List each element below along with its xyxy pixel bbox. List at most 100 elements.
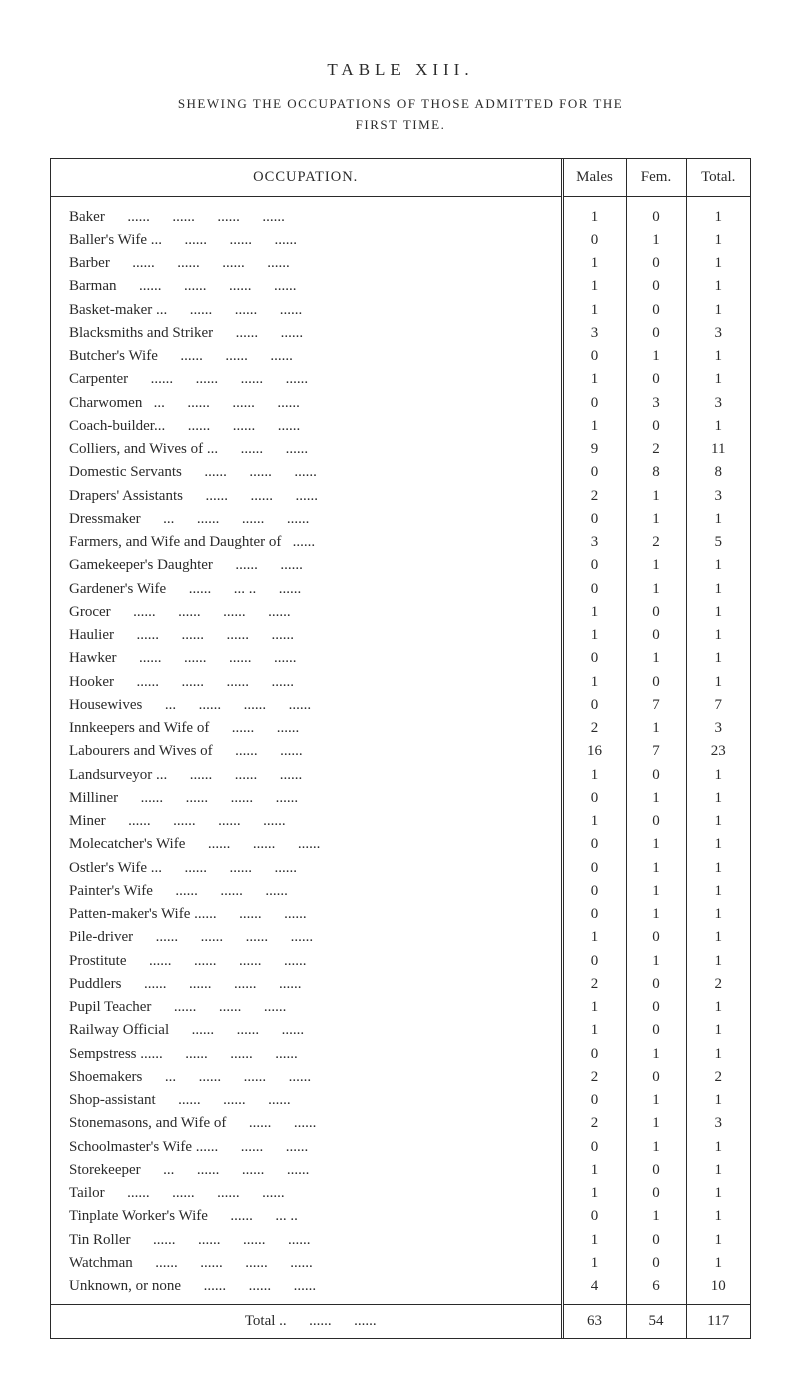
cell-occupation: Watchman ...... ...... ...... ...... — [51, 1251, 562, 1274]
cell-total: 1 — [686, 1251, 750, 1274]
table-row: Baker ...... ...... ...... ......101 — [51, 196, 750, 228]
footer-total: 117 — [686, 1305, 750, 1339]
table-row: Dressmaker ... ...... ...... ......011 — [51, 507, 750, 530]
cell-fem: 0 — [626, 670, 686, 693]
cell-males: 1 — [562, 624, 626, 647]
cell-occupation: Baker ...... ...... ...... ...... — [51, 196, 562, 228]
table-row: Milliner ...... ...... ...... ......011 — [51, 786, 750, 809]
cell-fem: 0 — [626, 298, 686, 321]
cell-total: 1 — [686, 949, 750, 972]
occupations-table: OCCUPATION. Males Fem. Total. Baker ....… — [51, 159, 750, 1339]
cell-total: 1 — [686, 624, 750, 647]
cell-occupation: Baller's Wife ... ...... ...... ...... — [51, 228, 562, 251]
table-row: Basket-maker ... ...... ...... ......101 — [51, 298, 750, 321]
table-row: Schoolmaster's Wife ...... ...... ......… — [51, 1135, 750, 1158]
table-row: Barber ...... ...... ...... ......101 — [51, 252, 750, 275]
cell-males: 1 — [562, 1182, 626, 1205]
table-row: Farmers, and Wife and Daughter of ......… — [51, 531, 750, 554]
cell-occupation: Tailor ...... ...... ...... ...... — [51, 1182, 562, 1205]
table-row: Patten-maker's Wife ...... ...... ......… — [51, 903, 750, 926]
table-row: Colliers, and Wives of ... ...... ......… — [51, 438, 750, 461]
cell-total: 1 — [686, 345, 750, 368]
cell-males: 0 — [562, 391, 626, 414]
cell-total: 1 — [686, 810, 750, 833]
cell-occupation: Farmers, and Wife and Daughter of ...... — [51, 531, 562, 554]
cell-total: 1 — [686, 1228, 750, 1251]
cell-fem: 1 — [626, 1112, 686, 1135]
cell-fem: 0 — [626, 414, 686, 437]
cell-fem: 1 — [626, 833, 686, 856]
cell-fem: 0 — [626, 252, 686, 275]
cell-total: 1 — [686, 1182, 750, 1205]
cell-total: 1 — [686, 763, 750, 786]
cell-total: 8 — [686, 461, 750, 484]
cell-males: 2 — [562, 484, 626, 507]
table-row: Charwomen ... ...... ...... ......033 — [51, 391, 750, 414]
cell-total: 23 — [686, 740, 750, 763]
table-footer-row: Total .. ...... ...... 63 54 117 — [51, 1305, 750, 1339]
table-row: Tailor ...... ...... ...... ......101 — [51, 1182, 750, 1205]
cell-males: 0 — [562, 786, 626, 809]
table-row: Domestic Servants ...... ...... ......08… — [51, 461, 750, 484]
table-row: Hawker ...... ...... ...... ......011 — [51, 647, 750, 670]
col-header-males: Males — [562, 159, 626, 197]
cell-total: 1 — [686, 275, 750, 298]
cell-occupation: Labourers and Wives of ...... ...... — [51, 740, 562, 763]
cell-occupation: Haulier ...... ...... ...... ...... — [51, 624, 562, 647]
cell-males: 1 — [562, 926, 626, 949]
cell-total: 1 — [686, 833, 750, 856]
cell-fem: 1 — [626, 577, 686, 600]
cell-males: 2 — [562, 972, 626, 995]
cell-males: 0 — [562, 1205, 626, 1228]
cell-occupation: Sempstress ...... ...... ...... ...... — [51, 1042, 562, 1065]
table-row: Unknown, or none ...... ...... ......461… — [51, 1275, 750, 1305]
cell-fem: 0 — [626, 1158, 686, 1181]
table-row: Railway Official ...... ...... ......101 — [51, 1019, 750, 1042]
table-row: Gamekeeper's Daughter ...... ......011 — [51, 554, 750, 577]
cell-total: 11 — [686, 438, 750, 461]
cell-occupation: Carpenter ...... ...... ...... ...... — [51, 368, 562, 391]
table-title: TABLE XIII. — [50, 60, 751, 80]
footer-label: Total .. ...... ...... — [51, 1305, 562, 1339]
cell-fem: 0 — [626, 763, 686, 786]
cell-fem: 0 — [626, 1065, 686, 1088]
cell-occupation: Blacksmiths and Striker ...... ...... — [51, 321, 562, 344]
cell-fem: 1 — [626, 1089, 686, 1112]
cell-males: 0 — [562, 228, 626, 251]
cell-fem: 0 — [626, 275, 686, 298]
cell-fem: 1 — [626, 786, 686, 809]
cell-total: 1 — [686, 600, 750, 623]
cell-total: 1 — [686, 1089, 750, 1112]
cell-fem: 0 — [626, 810, 686, 833]
cell-males: 0 — [562, 554, 626, 577]
table-row: Shop-assistant ...... ...... ......011 — [51, 1089, 750, 1112]
cell-occupation: Painter's Wife ...... ...... ...... — [51, 879, 562, 902]
cell-total: 1 — [686, 903, 750, 926]
cell-fem: 1 — [626, 1205, 686, 1228]
table-row: Innkeepers and Wife of ...... ......213 — [51, 717, 750, 740]
cell-males: 0 — [562, 1135, 626, 1158]
cell-males: 0 — [562, 949, 626, 972]
cell-fem: 0 — [626, 996, 686, 1019]
cell-occupation: Unknown, or none ...... ...... ...... — [51, 1275, 562, 1305]
table-row: Baller's Wife ... ...... ...... ......01… — [51, 228, 750, 251]
table-row: Hooker ...... ...... ...... ......101 — [51, 670, 750, 693]
cell-occupation: Storekeeper ... ...... ...... ...... — [51, 1158, 562, 1181]
cell-males: 1 — [562, 810, 626, 833]
cell-fem: 0 — [626, 972, 686, 995]
cell-males: 1 — [562, 600, 626, 623]
cell-occupation: Barman ...... ...... ...... ...... — [51, 275, 562, 298]
cell-fem: 6 — [626, 1275, 686, 1305]
cell-fem: 0 — [626, 926, 686, 949]
cell-occupation: Butcher's Wife ...... ...... ...... — [51, 345, 562, 368]
cell-males: 3 — [562, 321, 626, 344]
cell-fem: 1 — [626, 228, 686, 251]
table-row: Gardener's Wife ...... ... .. ......011 — [51, 577, 750, 600]
cell-occupation: Pile-driver ...... ...... ...... ...... — [51, 926, 562, 949]
col-header-total: Total. — [686, 159, 750, 197]
cell-total: 7 — [686, 693, 750, 716]
cell-total: 1 — [686, 507, 750, 530]
table-row: Stonemasons, and Wife of ...... ......21… — [51, 1112, 750, 1135]
cell-males: 2 — [562, 1112, 626, 1135]
cell-total: 3 — [686, 1112, 750, 1135]
